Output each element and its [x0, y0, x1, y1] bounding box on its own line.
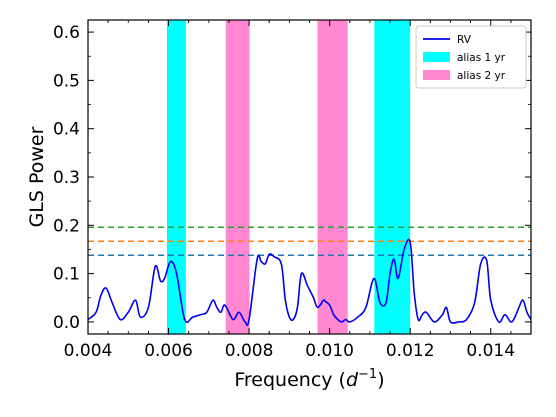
legend-swatch-patch: [423, 70, 450, 80]
x-tick-label: 0.010: [305, 341, 354, 361]
alias-bands: [166, 20, 411, 334]
alias-band-1: [166, 20, 186, 334]
x-tick-label: 0.014: [466, 341, 515, 361]
y-tick-label: 0.0: [53, 313, 80, 333]
y-tick-label: 0.2: [53, 216, 80, 236]
legend-swatch-patch: [423, 52, 450, 62]
legend: RV alias 1 yr alias 2 yr: [415, 25, 527, 89]
legend-label: alias 2 yr: [457, 70, 506, 82]
y-tick-label: 0.4: [53, 120, 80, 140]
alias-band-3: [317, 20, 348, 334]
y-axis-label: GLS Power: [26, 126, 48, 227]
threshold-lines: [88, 226, 531, 257]
x-axis-label: Frequency (d−1): [234, 367, 384, 391]
y-axis-ticks: 0.0 0.1 0.2 0.3 0.4 0.5 0.6: [53, 23, 531, 333]
y-tick-label: 0.6: [53, 23, 80, 43]
legend-label: RV: [457, 34, 472, 46]
y-tick-label: 0.5: [53, 71, 80, 91]
x-axis-ticks: 0.004 0.006 0.008 0.010 0.012 0.014: [64, 20, 515, 361]
x-tick-label: 0.006: [144, 341, 193, 361]
y-tick-label: 0.1: [53, 265, 80, 285]
alias-band-2: [225, 20, 250, 334]
legend-label: alias 1 yr: [457, 52, 506, 64]
x-tick-label: 0.004: [64, 341, 113, 361]
x-axis-label-math: d: [346, 369, 359, 391]
x-tick-label: 0.012: [386, 341, 435, 361]
x-axis-label-text: Frequency: [234, 369, 332, 391]
x-axis-label-exponent: −1: [358, 367, 377, 382]
x-tick-label: 0.008: [225, 341, 274, 361]
alias-band-4: [374, 20, 411, 334]
y-tick-label: 0.3: [53, 168, 80, 188]
series-line-rv: [88, 238, 531, 326]
series-layer: [88, 238, 531, 326]
